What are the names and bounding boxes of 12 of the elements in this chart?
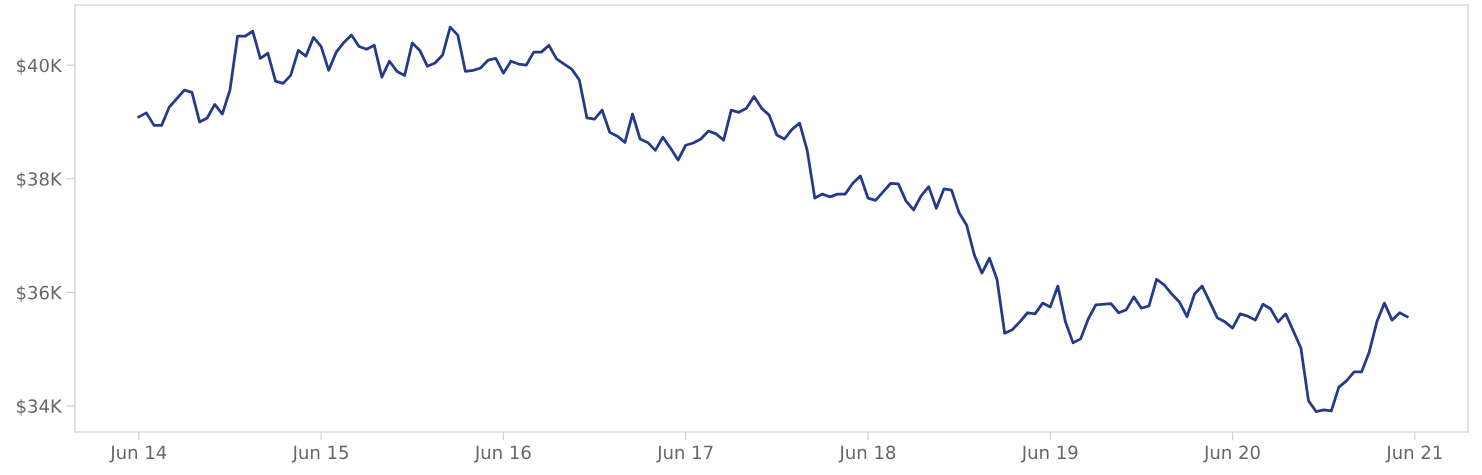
y-tick-label: $40K <box>17 58 63 75</box>
x-tick-label: Jun 20 <box>1203 445 1260 463</box>
x-tick-label: Jun 14 <box>109 445 167 463</box>
y-tick-label: $38K <box>17 171 63 189</box>
x-tick-label: Jun 17 <box>656 445 713 463</box>
y-tick-label: $36K <box>17 285 63 302</box>
x-tick-label: Jun 19 <box>1020 445 1078 463</box>
y-tick-label: $34K <box>17 399 63 416</box>
x-tick-label: Jun 15 <box>291 445 348 463</box>
x-tick-label: Jun 16 <box>473 445 531 463</box>
x-tick-label: Jun 18 <box>838 445 896 463</box>
x-tick-label: Jun 21 <box>1385 445 1442 463</box>
